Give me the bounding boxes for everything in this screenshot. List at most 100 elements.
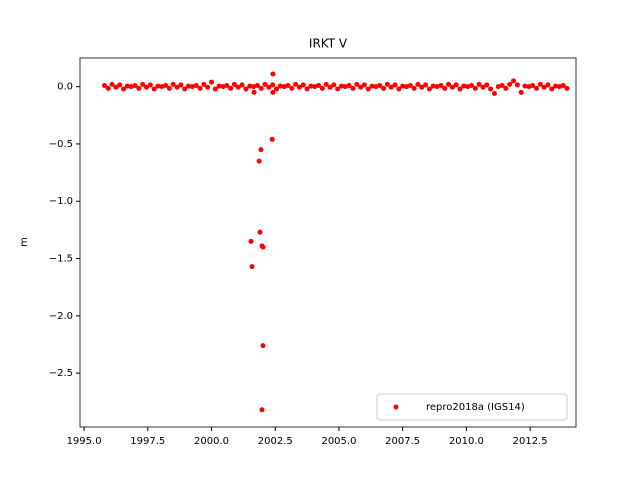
x-tick-label: 2000.0 [194, 436, 229, 447]
data-point [231, 81, 237, 87]
data-point [270, 71, 276, 77]
data-point [415, 81, 421, 87]
data-point [426, 86, 432, 92]
data-point [446, 81, 452, 87]
data-point [312, 84, 318, 90]
legend-marker [393, 404, 399, 410]
data-point [262, 81, 268, 87]
data-point [159, 84, 165, 90]
data-point [124, 83, 130, 89]
data-point [491, 91, 497, 97]
plot-frame [79, 57, 577, 428]
data-point [564, 85, 570, 91]
data-point [518, 89, 524, 95]
data-point [300, 82, 306, 88]
data-point [514, 82, 520, 88]
data-point [189, 84, 195, 90]
data-point [316, 83, 322, 89]
data-point [270, 89, 276, 95]
data-point [381, 85, 387, 91]
y-tick-label: −1.5 [49, 254, 73, 265]
data-point [281, 84, 287, 90]
data-point [132, 83, 138, 89]
data-point [545, 82, 551, 88]
data-point [522, 83, 528, 89]
data-point [270, 82, 276, 88]
data-point [256, 158, 262, 164]
data-point [121, 86, 127, 92]
data-point [258, 85, 264, 91]
data-point [166, 85, 172, 91]
data-point [556, 84, 562, 90]
data-point [140, 81, 146, 87]
data-point [430, 83, 436, 89]
data-point [147, 82, 153, 88]
data-point [128, 84, 134, 90]
data-point [186, 83, 192, 89]
data-point [553, 83, 559, 89]
data-point [235, 84, 241, 90]
x-tick-label: 2010.0 [449, 436, 484, 447]
data-point [392, 82, 398, 88]
data-point [442, 85, 448, 91]
data-point [484, 82, 490, 88]
data-point [251, 84, 257, 90]
data-point [377, 83, 383, 89]
chart-title: IRKT V [309, 37, 348, 51]
data-point [339, 83, 345, 89]
legend-label: repro2018a (IGS14) [426, 402, 525, 413]
data-point [258, 147, 264, 153]
data-point [277, 83, 283, 89]
data-point [434, 84, 440, 90]
data-point [248, 238, 254, 244]
data-point [319, 85, 325, 91]
data-point [342, 84, 348, 90]
data-point [201, 81, 207, 87]
data-point [163, 83, 169, 89]
data-point [384, 81, 390, 87]
data-point [350, 85, 356, 91]
data-point [216, 83, 222, 89]
data-point [438, 83, 444, 89]
data-point [101, 83, 107, 89]
data-point [468, 83, 474, 89]
data-point [423, 82, 429, 88]
data-point [354, 81, 360, 87]
data-point [323, 81, 329, 87]
data-point [331, 82, 337, 88]
data-point [419, 84, 425, 90]
data-point [257, 229, 263, 235]
data-point [530, 83, 536, 89]
data-point [404, 84, 410, 90]
data-point [511, 78, 517, 84]
y-axis-label: m [19, 237, 30, 247]
data-point [400, 83, 406, 89]
data-point [209, 79, 215, 85]
x-tick-label: 2007.5 [385, 436, 420, 447]
x-tick-label: 1995.0 [67, 436, 102, 447]
data-point [239, 82, 245, 88]
data-point [155, 83, 161, 89]
data-point [151, 86, 157, 92]
data-point [293, 81, 299, 87]
data-point [220, 84, 226, 90]
data-point [461, 83, 467, 89]
x-tick-label: 2005.0 [321, 436, 356, 447]
data-point [296, 84, 302, 90]
data-point [526, 84, 532, 90]
data-point [335, 86, 341, 92]
data-point [247, 83, 253, 89]
data-point [541, 84, 547, 90]
data-point [304, 86, 310, 92]
x-tick-label: 2002.5 [258, 436, 293, 447]
data-point [560, 83, 566, 89]
data-point [274, 86, 280, 92]
data-point [170, 81, 176, 87]
data-point [260, 343, 266, 349]
data-point [396, 86, 402, 92]
data-point [453, 82, 459, 88]
data-point [224, 83, 230, 89]
x-tick-label: 2012.5 [513, 436, 548, 447]
data-point [407, 83, 413, 89]
data-point [507, 81, 513, 87]
